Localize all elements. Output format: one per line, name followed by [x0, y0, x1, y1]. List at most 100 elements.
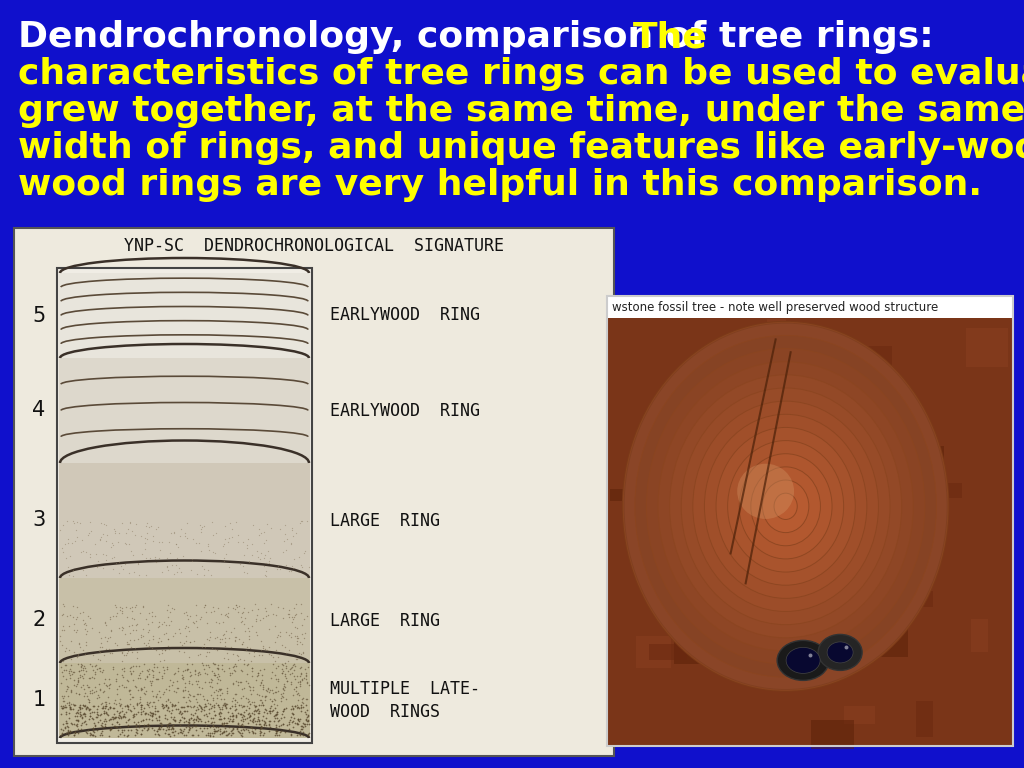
Point: [79, 625, 95, 637]
Point: [187, 608, 204, 621]
Point: [65, 611, 81, 624]
Point: [124, 646, 140, 658]
Point: [233, 717, 250, 730]
Point: [258, 565, 274, 578]
Point: [110, 724, 126, 737]
Point: [70, 707, 86, 720]
Point: [299, 676, 315, 688]
Point: [265, 687, 282, 699]
Point: [225, 678, 242, 690]
Point: [296, 613, 312, 625]
Point: [87, 668, 103, 680]
Point: [181, 636, 198, 648]
Point: [257, 602, 273, 614]
Point: [73, 709, 89, 721]
Point: [212, 689, 228, 701]
Point: [99, 709, 116, 721]
Point: [87, 667, 103, 679]
Point: [89, 663, 105, 675]
Point: [224, 723, 241, 736]
Point: [188, 696, 205, 708]
Point: [132, 700, 148, 713]
Ellipse shape: [624, 323, 948, 690]
Text: 4: 4: [33, 400, 46, 421]
Point: [114, 647, 130, 659]
Point: [201, 646, 217, 658]
Point: [196, 709, 212, 721]
Point: [133, 715, 150, 727]
Point: [246, 697, 262, 709]
Point: [283, 631, 299, 643]
Point: [102, 625, 119, 637]
Point: [261, 554, 278, 567]
Point: [160, 564, 176, 576]
Point: [293, 693, 309, 705]
Point: [97, 631, 114, 644]
Point: [281, 644, 297, 656]
Point: [131, 694, 147, 706]
Point: [293, 696, 309, 708]
Point: [120, 644, 136, 657]
Point: [54, 700, 71, 712]
Point: [198, 659, 214, 671]
Point: [93, 717, 110, 729]
Point: [188, 704, 205, 717]
Point: [87, 720, 103, 732]
Point: [248, 705, 264, 717]
Point: [227, 599, 244, 611]
Point: [84, 707, 100, 719]
Point: [233, 683, 250, 695]
Point: [138, 724, 155, 737]
Point: [264, 667, 281, 679]
Point: [163, 527, 179, 539]
Point: [232, 654, 249, 666]
Point: [220, 607, 237, 620]
Point: [135, 714, 152, 727]
Text: MULTIPLE  LATE-
WOOD  RINGS: MULTIPLE LATE- WOOD RINGS: [330, 680, 480, 720]
Point: [139, 664, 156, 677]
Point: [230, 600, 247, 612]
Point: [180, 714, 197, 727]
Point: [60, 720, 77, 733]
Point: [76, 683, 92, 695]
Point: [285, 613, 301, 625]
Point: [133, 728, 150, 740]
Point: [270, 675, 287, 687]
Point: [81, 680, 97, 693]
Point: [194, 724, 210, 737]
Point: [145, 633, 162, 645]
Point: [52, 630, 69, 642]
Point: [174, 685, 190, 697]
Point: [287, 717, 303, 730]
Point: [55, 664, 72, 676]
Point: [59, 610, 76, 622]
Point: [66, 678, 82, 690]
Point: [219, 682, 236, 694]
Point: [142, 552, 159, 564]
Point: [216, 697, 232, 710]
Point: [178, 609, 195, 621]
Point: [191, 667, 208, 680]
Ellipse shape: [818, 634, 862, 670]
Point: [295, 700, 311, 713]
Point: [187, 667, 204, 680]
Point: [292, 724, 308, 737]
Point: [144, 610, 161, 622]
Point: [240, 696, 256, 708]
Point: [145, 723, 162, 736]
Point: [98, 548, 115, 561]
Point: [802, 649, 818, 661]
Point: [108, 694, 124, 706]
Point: [69, 713, 85, 726]
Point: [100, 643, 117, 655]
Point: [239, 700, 255, 712]
Point: [289, 688, 305, 700]
Bar: [607, 296, 1013, 746]
Point: [240, 605, 256, 617]
Point: [126, 613, 142, 625]
Point: [295, 647, 311, 659]
Point: [101, 611, 118, 623]
Point: [242, 642, 258, 654]
Point: [223, 707, 240, 719]
Point: [201, 564, 217, 576]
